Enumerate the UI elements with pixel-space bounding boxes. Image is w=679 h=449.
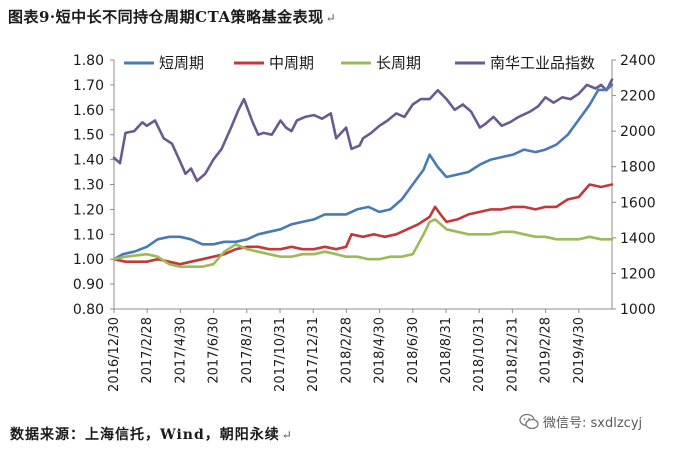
right-y-tick-label: 1200 [620, 266, 656, 282]
x-tick-label: 2017/6/30 [207, 317, 222, 384]
left-y-tick-label: 1.60 [73, 103, 104, 119]
x-tick-label: 2017/12/31 [306, 317, 321, 392]
source-text: 数据来源：上海信托，Wind，朝阳永续 [10, 427, 280, 443]
x-tick-label: 2017/4/30 [173, 317, 188, 384]
series-line-2 [112, 218, 614, 268]
legend-label-0: 短周期 [159, 54, 204, 72]
left-y-tick-label: 1.10 [73, 227, 104, 243]
chart-title-text: 图表9·短中长不同持仓周期CTA策略基金表现 [8, 8, 324, 26]
x-tick-label: 2018/4/30 [373, 317, 388, 384]
legend-label-2: 长周期 [376, 54, 421, 72]
left-y-tick-label: 1.30 [73, 178, 104, 194]
x-tick-label: 2016/12/30 [107, 317, 122, 392]
right-y-tick-label: 2200 [620, 89, 656, 105]
left-y-tick-label: 1.20 [73, 202, 104, 218]
x-tick-label: 2018/6/30 [406, 317, 421, 384]
axes: 0.80 0.90 1.00 1.10 1.20 1.30 1.40 1.50 1.60 1.70… [73, 53, 656, 392]
chart-title: 图表9·短中长不同持仓周期CTA策略基金表现 ↵ [8, 6, 336, 27]
x-tick-label: 2019/4/30 [572, 317, 587, 384]
legend-label-3: 南华工业品指数 [490, 54, 595, 72]
watermark-text: 微信号: sxdlzcyj [543, 416, 643, 431]
x-tick-label: 2019/2/28 [539, 317, 554, 384]
legend: 短周期 中周期 长周期 南华工业品指数 [124, 54, 595, 72]
series-layer [112, 78, 614, 268]
x-tick-label: 2017/8/31 [240, 317, 255, 384]
right-y-tick-label: 2400 [620, 53, 656, 69]
left-y-tick-label: 1.70 [73, 78, 104, 94]
right-y-tick-label: 1400 [620, 231, 656, 247]
right-y-tick-label: 1800 [620, 160, 656, 176]
left-y-tick-label: 0.90 [73, 277, 104, 293]
right-y-tick-label: 1600 [620, 195, 656, 211]
legend-label-1: 中周期 [269, 54, 314, 72]
series-line-1 [112, 183, 614, 266]
source-note: 数据来源：上海信托，Wind，朝阳永续 ↵ [10, 424, 293, 444]
left-y-tick-label: 0.80 [73, 302, 104, 318]
left-y-tick-label: 1.40 [73, 153, 104, 169]
series-line-3 [112, 78, 614, 183]
left-y-tick-label: 1.00 [73, 252, 104, 268]
x-tick-label: 2018/2/28 [339, 317, 354, 384]
x-tick-label: 2018/12/31 [505, 317, 520, 392]
x-tick-label: 2017/10/31 [273, 317, 288, 392]
title-return-mark: ↵ [325, 11, 337, 25]
watermark: 微信号: sxdlzcyj [519, 412, 642, 431]
x-tick-label: 2018/8/31 [439, 317, 454, 384]
source-return-mark: ↵ [281, 428, 293, 442]
left-y-tick-label: 1.50 [73, 128, 104, 144]
x-tick-label: 2017/2/28 [140, 317, 155, 384]
right-y-tick-label: 2000 [620, 124, 656, 140]
x-tick-label: 2018/10/31 [472, 317, 487, 392]
series-line-0 [112, 83, 614, 261]
left-y-tick-label: 1.80 [73, 53, 104, 69]
right-y-tick-label: 1000 [620, 302, 656, 318]
wechat-icon [519, 413, 539, 429]
